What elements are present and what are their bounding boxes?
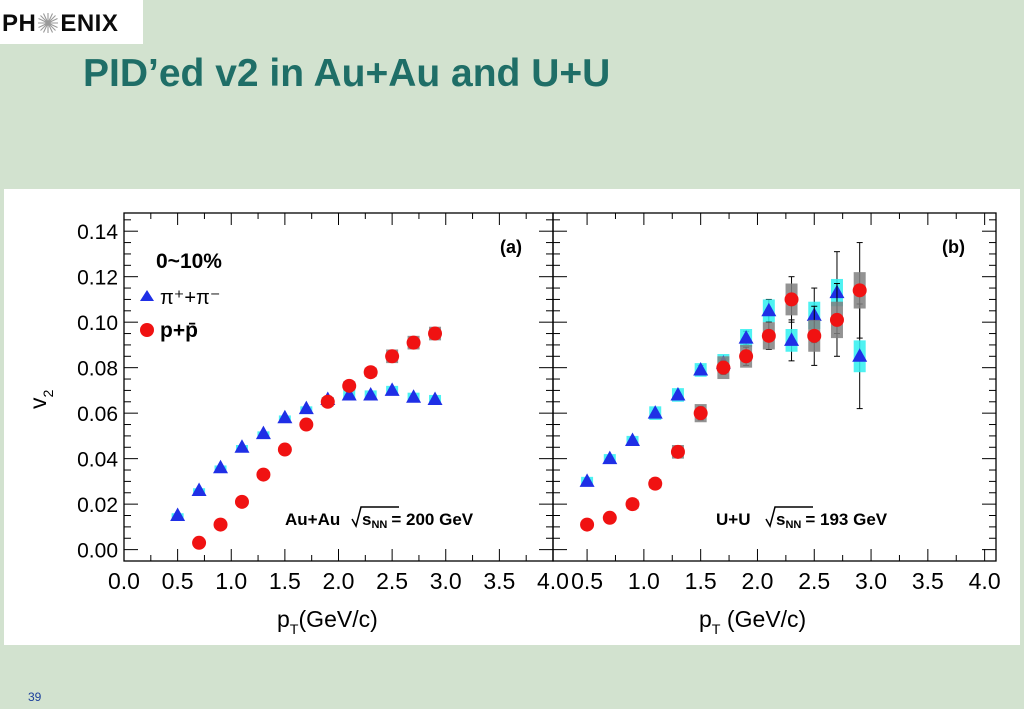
panel-b-xtick-label: 0.5 — [571, 568, 603, 594]
panel-a-pion-point — [384, 382, 400, 396]
panel-a-proton-point — [406, 335, 421, 350]
panel-a-xtick-label: 2.5 — [376, 568, 408, 594]
panel-b-pion-point — [602, 450, 618, 465]
panel-b-pion-point — [647, 405, 663, 419]
panel-a-proton-point — [192, 535, 207, 550]
phenix-logo: PH ENIX — [0, 0, 143, 44]
panel-b-energy-label: sNN = 193 GeV — [776, 510, 888, 531]
panel-a-ytick-label: 0.12 — [77, 267, 118, 290]
panel-a-proton-point — [342, 378, 357, 393]
v2-figure-svg: 0.0 0.5 1.0 1.5 2.0 2.5 3.0 3.5 4.0 0.00 0.02 0.04 0… — [25, 212, 1001, 638]
panel-a-ytick-label: 0.04 — [77, 449, 118, 472]
panel-a-energy-label: sNN = 200 GeV — [362, 510, 474, 531]
panel-a-pion-point — [255, 425, 271, 440]
panel-a-proton-point — [213, 517, 228, 532]
panel-b-proton-point — [852, 283, 867, 298]
panel-b-proton-point — [693, 406, 708, 421]
legend-centrality: 0~10% — [156, 250, 222, 273]
panel-a-proton-point — [299, 417, 314, 432]
panel-b-xtick-label: 1.5 — [685, 568, 717, 594]
panel-a-xtick-label: 4.0 — [537, 568, 569, 594]
legend-pion-label: π⁺+π⁻ — [160, 287, 220, 309]
panel-a-proton-point — [385, 349, 400, 364]
logo-text-left: PH — [2, 10, 37, 37]
panel-a-xtick-label: 1.0 — [215, 568, 247, 594]
panel-b-proton-point — [580, 517, 595, 532]
panel-b-pion-point — [670, 386, 686, 401]
panel-b-pion-point — [579, 473, 595, 487]
panel-a-xlabel: pT(GeV/c) — [277, 606, 378, 638]
legend-proton-marker — [140, 323, 154, 337]
panel-b-system-label: U+U — [716, 510, 750, 529]
panel-a-xtick-label: 3.5 — [483, 568, 515, 594]
legend-proton-label: p+p̄ — [160, 319, 198, 342]
panel-b-proton-point — [784, 292, 799, 307]
panel-b-xtick-label: 4.0 — [969, 568, 1001, 594]
panel-b-proton-point — [716, 360, 731, 375]
panel-a-proton-point — [256, 467, 271, 482]
figure: 0.0 0.5 1.0 1.5 2.0 2.5 3.0 3.5 4.0 0.00 0.02 0.04 0… — [4, 189, 1020, 645]
slide-title: PID’ed v2 in Au+Au and U+U — [83, 52, 611, 95]
panel-a-pion-point — [170, 507, 186, 522]
panel-a-pion-point — [341, 386, 357, 401]
panel-b-proton-point — [829, 312, 844, 327]
panel-a-proton-point — [277, 442, 292, 457]
panel-b-pion-point — [625, 432, 641, 446]
panel-a-proton-point — [363, 365, 378, 380]
panel-a-proton-point — [320, 394, 335, 409]
panel-b-proton-point — [648, 476, 663, 491]
panel-a-ytick-label: 0.06 — [77, 403, 118, 426]
panel-a-xtick-label: 3.0 — [430, 568, 462, 594]
logo-wordmark: PH ENIX — [2, 10, 118, 38]
panel-a-pion-point — [427, 391, 443, 406]
panel-a-pion-point — [363, 386, 379, 401]
panel-a-xtick-label: 0.5 — [162, 568, 194, 594]
panel-b-proton-point — [807, 328, 822, 343]
panel-a-sqrt-icon — [351, 506, 399, 528]
panel-b-pion-point — [784, 332, 800, 346]
panel-b-pion-point — [761, 302, 777, 317]
panel-b-frame — [552, 212, 997, 562]
panel-a-label: (a) — [500, 237, 522, 257]
panel-b-proton-point — [739, 349, 754, 364]
panel-a-proton-point — [428, 326, 443, 341]
panel-b-xtick-label: 3.0 — [855, 568, 887, 594]
panel-a-ytick-label: 0.08 — [77, 358, 118, 381]
panel-a-system-label: Au+Au — [285, 510, 340, 529]
panel-b-pion-point — [852, 348, 868, 362]
panel-b-proton-point — [761, 328, 776, 343]
panel-b-label: (b) — [942, 237, 965, 257]
panel-b-proton-point — [625, 497, 640, 512]
panel-b-xtick-label: 1.0 — [628, 568, 660, 594]
panel-a-xtick-label: 2.0 — [323, 568, 355, 594]
panel-b-pion-point — [738, 330, 754, 344]
panel-a-ytick-label: 0.00 — [77, 540, 118, 563]
panel-b-xtick-label: 2.5 — [798, 568, 830, 594]
legend-pion-marker — [140, 290, 154, 301]
y-axis-label: v2 — [25, 390, 57, 410]
panel-a-pion-point — [234, 439, 250, 453]
panel-a-ytick-label: 0.02 — [77, 494, 118, 517]
panel-a-pion-point — [213, 459, 229, 474]
logo-star-icon — [38, 13, 59, 33]
panel-a-ytick-label: 0.14 — [77, 221, 118, 244]
panel-b-xtick-label: 3.5 — [912, 568, 944, 594]
panel-b-xtick-label: 2.0 — [741, 568, 773, 594]
panel-a-pion-point — [406, 389, 422, 403]
page-number: 39 — [28, 690, 42, 704]
panel-a-proton-point — [234, 494, 249, 509]
panel-b-proton-point — [602, 510, 617, 525]
panel-b-sqrt-icon — [765, 506, 813, 528]
panel-a-xtick-label: 0.0 — [108, 568, 140, 594]
panel-b-proton-point — [670, 444, 685, 459]
logo-text-right: ENIX — [60, 10, 119, 37]
panel-a-pion-point — [191, 482, 207, 496]
panel-b-pion-point — [693, 361, 709, 376]
panel-a-ytick-label: 0.10 — [77, 312, 118, 335]
panel-a-xtick-label: 1.5 — [269, 568, 301, 594]
panel-b-xlabel: pT (GeV/c) — [699, 606, 806, 638]
panel-a-pion-point — [298, 400, 314, 415]
panel-a-pion-point — [277, 409, 293, 424]
